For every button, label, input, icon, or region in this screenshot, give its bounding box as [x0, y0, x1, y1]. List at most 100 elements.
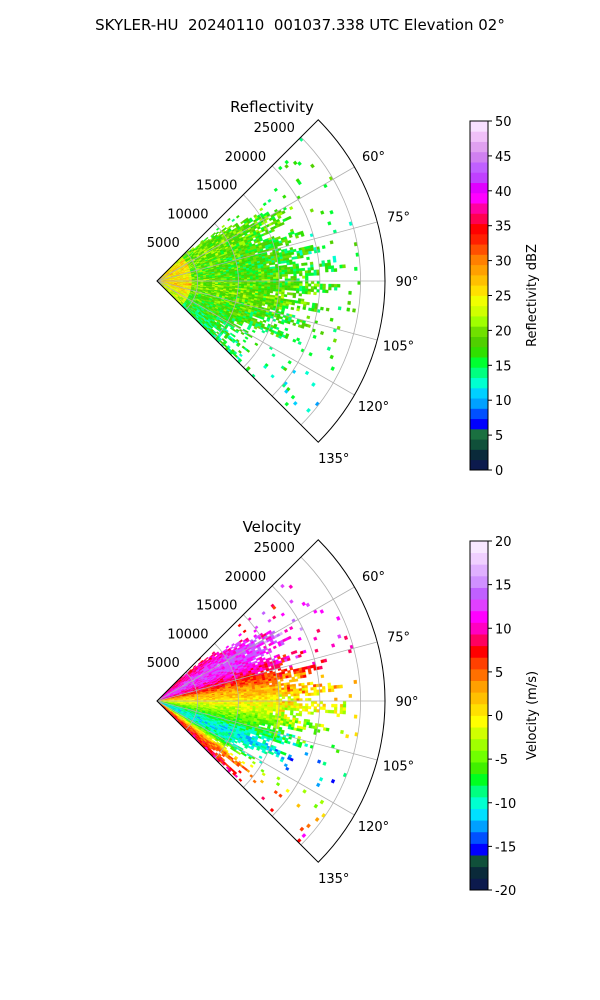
azimuth-tick-label: 90°: [395, 695, 418, 710]
colorbar-tick-label: -15: [495, 840, 516, 855]
figure-title: SKYLER-HU 20240110 001037.338 UTC Elevat…: [95, 16, 505, 34]
radar-field-reflectivity: [157, 136, 361, 413]
colorbar: -20 -15 -10 -5 0 5 10 15 20 Velocity (m/s): [469, 535, 540, 899]
radial-tick-label: 10000: [167, 207, 208, 222]
colorbar-swatch: [470, 843, 488, 856]
colorbar-swatch: [470, 785, 488, 798]
colorbar-swatch: [470, 151, 488, 163]
colorbar-swatch: [470, 295, 488, 307]
colorbar-swatch: [470, 264, 488, 276]
azimuth-tick-label: 90°: [395, 275, 418, 290]
colorbar-swatch: [470, 121, 488, 132]
colorbar-swatch: [470, 820, 488, 833]
colorbar-tick-label: 20: [495, 535, 512, 550]
sector-frame: [156, 539, 386, 863]
colorbar-swatch: [470, 541, 488, 554]
colorbar-swatch: [470, 622, 488, 635]
radial-tick-label: 25000: [254, 541, 295, 556]
colorbar-swatch: [470, 274, 488, 286]
azimuth-spoke: [156, 641, 378, 702]
colorbar-label: Reflectivity dBZ: [525, 244, 540, 347]
azimuth-tick-label: 135°: [318, 872, 349, 887]
colorbar-tick-label: 0: [495, 464, 503, 479]
colorbar-tick-label: 30: [495, 255, 512, 270]
colorbar-tick-label: 20: [495, 324, 512, 339]
colorbar-tick-label: 10: [495, 622, 512, 637]
colorbar-swatch: [470, 398, 488, 409]
colorbar-swatch: [470, 418, 488, 430]
colorbar-swatch: [470, 715, 488, 728]
colorbar-swatch: [470, 680, 488, 693]
colorbar: 0 5 10 15 20 25 30 35 40 45 50 Reflectivity dBZ: [469, 115, 540, 479]
colorbar-swatch: [470, 131, 488, 142]
radial-tick-label: 25000: [254, 121, 295, 136]
azimuth-tick-label: 105°: [383, 340, 414, 355]
colorbar-swatch: [470, 449, 488, 461]
azimuth-tick-label: 120°: [358, 400, 389, 415]
colorbar-tick-label: 40: [495, 185, 512, 200]
radial-tick-label: 5000: [147, 236, 180, 251]
radial-tick-label: 20000: [225, 150, 266, 165]
colorbar-swatch: [470, 703, 488, 716]
colorbar-swatch: [470, 428, 488, 440]
colorbar-label: Velocity (m/s): [525, 671, 540, 760]
panel-title: Reflectivity: [230, 98, 314, 116]
radial-tick-label: 15000: [196, 599, 237, 614]
colorbar-swatch: [470, 326, 488, 337]
azimuth-spoke: [156, 700, 378, 761]
colorbar-swatch: [470, 762, 488, 775]
colorbar-swatch: [470, 552, 488, 565]
colorbar-swatch: [470, 336, 488, 348]
colorbar-swatch: [470, 305, 488, 317]
colorbar-swatch: [470, 316, 488, 327]
colorbar-swatch: [470, 668, 488, 681]
colorbar-swatch: [470, 439, 488, 450]
azimuth-tick-label: 135°: [318, 452, 349, 467]
colorbar-swatch: [470, 357, 488, 368]
colorbar-swatch: [470, 587, 488, 600]
colorbar-swatch: [470, 878, 488, 891]
azimuth-spoke: [156, 166, 355, 282]
colorbar-tick-label: -20: [495, 884, 516, 899]
colorbar-tick-label: 15: [495, 359, 512, 374]
colorbar-swatch: [470, 692, 488, 705]
azimuth-tick-label: 120°: [358, 820, 389, 835]
colorbar-swatch: [470, 254, 488, 266]
colorbar-swatch: [470, 738, 488, 751]
panel-title: Velocity: [243, 518, 302, 536]
radial-tick-label: 20000: [225, 570, 266, 585]
colorbar-swatch: [470, 408, 488, 420]
colorbar-swatch: [470, 162, 488, 173]
radial-tick-label: 10000: [167, 627, 208, 642]
colorbar-swatch: [470, 599, 488, 612]
colorbar-swatch: [470, 141, 488, 153]
colorbar-swatch: [470, 808, 488, 821]
panel-reflectivity: Reflectivity500010000150002000025000Mete…: [147, 98, 540, 479]
colorbar-swatch: [470, 831, 488, 844]
colorbar-tick-label: 35: [495, 220, 512, 235]
azimuth-tick-label: 75°: [387, 210, 410, 225]
colorbar-tick-label: -10: [495, 797, 516, 812]
radar-field-velocity: [157, 583, 359, 844]
colorbar-swatch: [470, 285, 488, 296]
colorbar-swatch: [470, 387, 488, 399]
azimuth-spoke: [156, 280, 378, 341]
colorbar-swatch: [470, 459, 488, 471]
colorbar-tick-label: 10: [495, 394, 512, 409]
azimuth-spoke: [156, 221, 378, 282]
colorbar-swatch: [470, 796, 488, 809]
colorbar-tick-label: 15: [495, 579, 512, 594]
colorbar-swatch: [470, 377, 488, 389]
colorbar-swatch: [470, 244, 488, 255]
azimuth-tick-label: 60°: [362, 150, 385, 165]
colorbar-tick-label: 0: [495, 710, 503, 725]
azimuth-tick-label: 75°: [387, 630, 410, 645]
azimuth-tick-label: 60°: [362, 570, 385, 585]
azimuth-spoke: [156, 586, 355, 702]
colorbar-swatch: [470, 233, 488, 245]
colorbar-swatch: [470, 192, 488, 204]
colorbar-swatch: [470, 223, 488, 235]
panel-velocity: Velocity500010000150002000025000Meters60…: [147, 518, 540, 899]
colorbar-tick-label: 45: [495, 150, 512, 165]
